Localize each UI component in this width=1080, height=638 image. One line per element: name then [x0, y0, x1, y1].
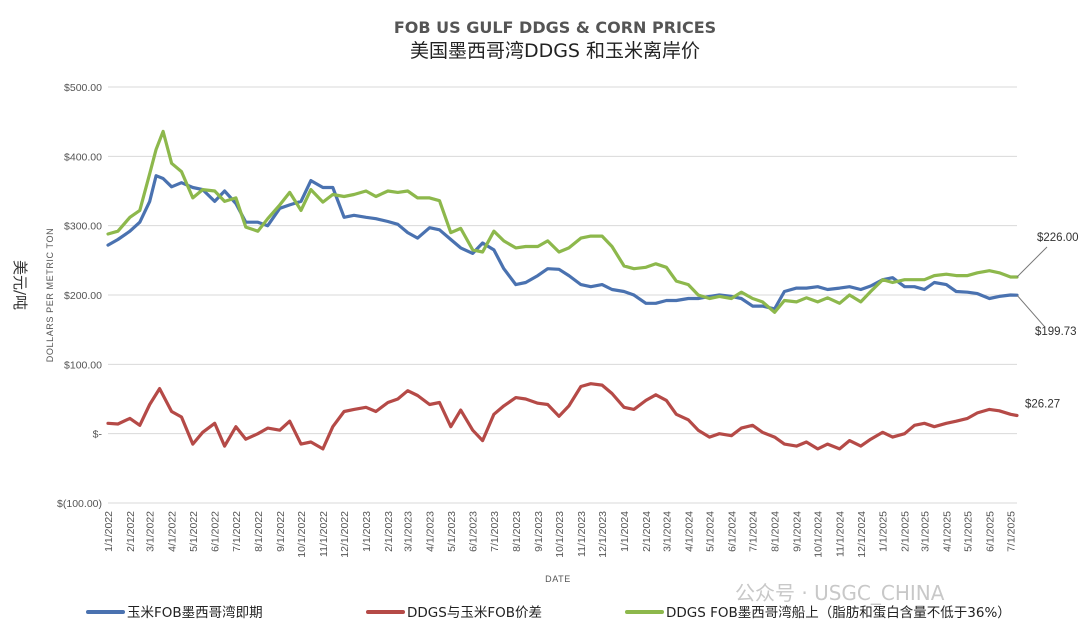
x-tick-label: 12/1/2023 — [597, 511, 609, 558]
annotation-leader-line — [1016, 246, 1048, 278]
x-tick-label: 4/1/2022 — [167, 511, 179, 552]
x-tick-label: 12/1/2022 — [339, 511, 351, 558]
x-tick-label: 10/1/2023 — [554, 511, 566, 558]
x-tick-label: 2/1/2022 — [125, 511, 137, 552]
x-tick-label: 6/1/2022 — [210, 511, 222, 552]
x-tick-label: 2/1/2024 — [641, 511, 653, 552]
x-tick-label: 1/1/2024 — [619, 511, 631, 552]
x-tick-label: 7/1/2022 — [231, 511, 243, 552]
legend: 玉米FOB墨西哥湾即期 DDGS与玉米FOB价差 DDGS FOB墨西哥湾船上（脂肪… — [86, 604, 1011, 621]
legend-entry-label: 玉米FOB墨西哥湾即期 — [127, 604, 263, 621]
x-tick-label: 8/1/2022 — [253, 511, 265, 552]
watermark-text: 公众号 · USGC_CHINA — [735, 581, 945, 605]
x-tick-label: 9/1/2023 — [533, 511, 545, 552]
legend-entry-label: DDGS FOB墨西哥湾船上（脂肪和蛋白含量不低于36%） — [666, 604, 1011, 621]
series-lines — [106, 129, 1019, 451]
x-tick-label: 10/1/2024 — [813, 511, 825, 558]
x-tick-label: 3/1/2023 — [403, 511, 415, 552]
x-tick-label: 6/1/2025 — [984, 511, 996, 552]
x-tick-label: 9/1/2024 — [791, 511, 803, 552]
y-tick-label: $500.00 — [64, 82, 102, 94]
x-tick-label: 4/1/2025 — [941, 511, 953, 552]
chart-title: FOB US GULF DDGS & CORN PRICES — [394, 18, 716, 37]
end-value-annotations: $226.00 $199.73 $26.27 — [1016, 232, 1079, 410]
x-tick-label: 7/1/2023 — [489, 511, 501, 552]
x-tick-label: 4/1/2024 — [683, 511, 695, 552]
y-tick-label: $(100.00) — [57, 498, 102, 510]
x-tick-label: 11/1/2024 — [835, 511, 847, 557]
y-tick-label: $200.00 — [64, 290, 102, 302]
x-tick-label: 4/1/2023 — [425, 511, 437, 552]
x-tick-label: 3/1/2025 — [919, 511, 931, 552]
x-tick-label: 2/1/2025 — [900, 511, 912, 552]
x-tick-label: 7/1/2024 — [748, 511, 760, 552]
x-tick-label: 6/1/2023 — [468, 511, 480, 552]
y-axis-unit-cn: 美元/吨 — [11, 260, 29, 310]
x-tick-label: 8/1/2023 — [511, 511, 523, 552]
annotation-leader-line — [1016, 294, 1046, 328]
y-axis-ticks: $500.00 $400.00 $300.00 $200.00 $100.00 $- $(1… — [57, 82, 102, 510]
x-tick-label: 6/1/2024 — [726, 511, 738, 552]
x-tick-label: 5/1/2023 — [446, 511, 458, 552]
x-tick-label: 5/1/2022 — [188, 511, 200, 552]
y-tick-label: $- — [93, 429, 103, 441]
y-tick-label: $400.00 — [64, 151, 102, 163]
x-tick-label: 3/1/2022 — [145, 511, 157, 552]
x-axis-ticks: 1/1/2022 2/1/2022 3/1/2022 4/1/2022 5/1/2022… — [103, 511, 1018, 558]
x-tick-label: 1/1/2025 — [878, 511, 890, 552]
y-tick-label: $100.00 — [64, 359, 102, 371]
annotation-label: $199.73 — [1035, 326, 1077, 338]
x-tick-label: 7/1/2025 — [1006, 511, 1018, 552]
x-axis-label: DATE — [545, 574, 571, 584]
x-tick-label: 3/1/2024 — [661, 511, 673, 552]
series-line-1 — [106, 382, 1019, 451]
y-tick-label: $300.00 — [64, 221, 102, 233]
x-tick-label: 5/1/2024 — [705, 511, 717, 552]
x-tick-label: 11/1/2023 — [576, 511, 588, 557]
x-tick-label: 8/1/2024 — [770, 511, 782, 552]
gridlines — [108, 86, 1017, 504]
y-axis-label: DOLLARS PER METRIC TON — [45, 228, 55, 362]
x-tick-label: 1/1/2022 — [103, 511, 115, 552]
x-tick-label: 10/1/2022 — [296, 511, 308, 558]
x-tick-label: 1/1/2023 — [361, 511, 373, 552]
series-line-2 — [106, 129, 1019, 314]
x-tick-label: 9/1/2022 — [275, 511, 287, 552]
annotation-label: $26.27 — [1025, 398, 1060, 410]
annotation-label: $226.00 — [1037, 232, 1079, 244]
legend-entry-label: DDGS与玉米FOB价差 — [407, 605, 542, 621]
x-tick-label: 5/1/2025 — [963, 511, 975, 552]
x-tick-label: 11/1/2022 — [318, 511, 330, 557]
x-tick-label: 12/1/2024 — [856, 511, 868, 558]
x-tick-label: 2/1/2023 — [383, 511, 395, 552]
series-line-0 — [106, 174, 1019, 311]
chart-subtitle: 美国墨西哥湾DDGS 和玉米离岸价 — [410, 40, 700, 62]
